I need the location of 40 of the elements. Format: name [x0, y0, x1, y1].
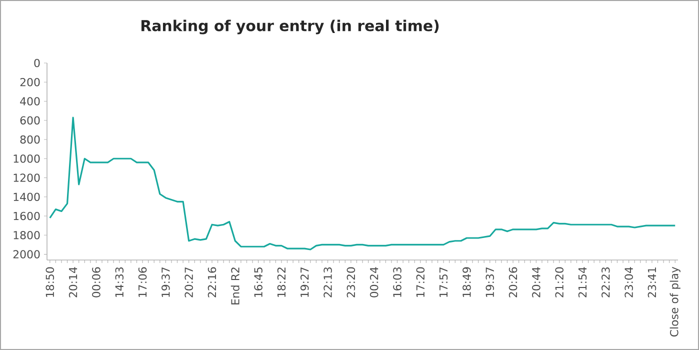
- x-tick-label: 18:49: [462, 267, 471, 297]
- x-tick-label: 18:50: [46, 267, 54, 297]
- y-tick-label: 1600: [14, 212, 40, 220]
- x-tick-label: 21:20: [555, 267, 564, 298]
- x-tick-label: 14:33: [115, 267, 124, 297]
- x-tick-label: 20:27: [184, 267, 193, 298]
- x-tick-label: 16:45: [254, 267, 262, 297]
- x-tick-label: 19:37: [486, 267, 494, 297]
- y-tick-label: 1200: [14, 174, 40, 182]
- x-tick-label: 18:22: [277, 268, 286, 297]
- x-tick-label: 22:16: [208, 267, 216, 298]
- x-tick-label: 17:20: [416, 267, 425, 297]
- x-tick-label: 21:54: [578, 267, 587, 298]
- y-tick-label: 1400: [14, 192, 40, 202]
- y-tick-label: 2000: [13, 250, 40, 258]
- x-tick-label: End R2: [230, 268, 240, 304]
- y-tick-label: 800: [20, 135, 40, 144]
- x-tick-label: 00:24: [370, 267, 378, 298]
- x-tick-label: 23:04: [624, 267, 633, 298]
- y-tick-label: 600: [20, 116, 40, 125]
- x-tick-label: 17:06: [138, 267, 147, 297]
- x-tick-label: Close of play: [670, 266, 680, 336]
- x-tick-label: 20:26: [508, 267, 518, 298]
- x-tick-label: 17:57: [439, 267, 448, 297]
- x-tick-label: 23:41: [648, 268, 656, 298]
- x-tick-label: 20:14: [68, 267, 78, 298]
- chart-title: Ranking of your entry (in real time): [141, 20, 439, 34]
- x-tick-label: 00:06: [92, 267, 100, 298]
- y-tick-label: 0: [34, 58, 40, 68]
- x-tick-label: 23:20: [346, 267, 356, 298]
- y-tick-label: 200: [20, 78, 40, 86]
- x-tick-label: 19:27: [300, 267, 309, 297]
- y-tick-label: 1000: [14, 154, 40, 163]
- x-tick-label: 16:03: [393, 267, 402, 297]
- y-tick-label: 1800: [14, 231, 40, 240]
- y-tick-label: 400: [20, 97, 40, 106]
- x-tick-label: 22:23: [602, 267, 610, 298]
- x-tick-label: 19:37: [162, 267, 170, 297]
- x-tick-label: 22:13: [324, 267, 332, 298]
- x-tick-label: 20:44: [532, 267, 540, 298]
